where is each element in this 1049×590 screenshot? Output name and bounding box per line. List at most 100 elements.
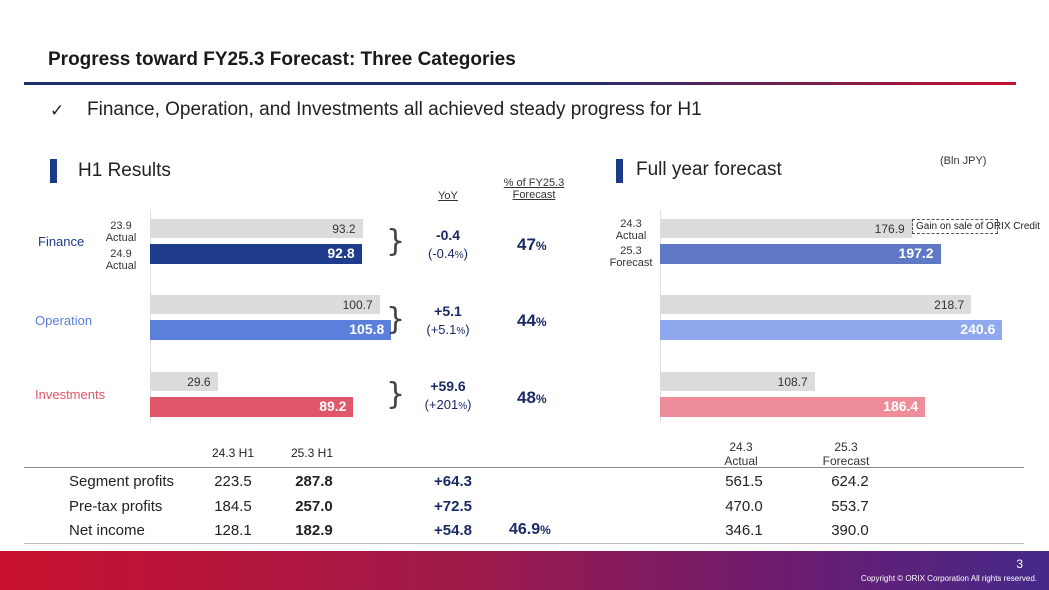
h1-prev-period-label: 23.9 Actual xyxy=(100,220,142,244)
h1-bar-operation-current: 105.8 xyxy=(150,320,392,340)
table-head-fy-cur-kind: Forecast xyxy=(822,454,870,468)
category-label-investments: Investments xyxy=(35,387,106,402)
yoy-header: YoY xyxy=(438,190,458,202)
h1-section-title: H1 Results xyxy=(78,160,171,181)
yoy-operation: +5.1 xyxy=(434,303,462,319)
net-income-pct-value: 46.9 xyxy=(509,521,541,538)
fy-bar-investments-prior: 108.7 xyxy=(660,372,815,391)
h1-bar-value-label: 93.2 xyxy=(332,222,356,236)
yoy-pct-finance: (-0.4%) xyxy=(428,246,468,261)
pct-forecast-finance: 47% xyxy=(517,235,547,254)
h1-axis-line xyxy=(150,210,151,422)
fy-bar-finance-current: 197.2 xyxy=(660,244,941,264)
pct-forecast-header-text: % of FY25.3 Forecast xyxy=(503,177,565,201)
h1-bar-investments-current: 89.2 xyxy=(150,397,354,417)
table-cell-yoy: +72.5 xyxy=(434,498,472,515)
fy-bar-value-label: 197.2 xyxy=(898,245,934,261)
pct-forecast-operation: 44% xyxy=(517,311,547,330)
h1-cur-kind: Actual xyxy=(105,260,137,272)
pct-forecast-investments-value: 48 xyxy=(517,388,536,407)
copyright: Copyright © ORIX Corporation All rights … xyxy=(860,574,1037,583)
check-icon: ✓ xyxy=(50,101,65,120)
fy-bar-chart: 176.9 197.2 218.7 240.6 108.7 186.4 xyxy=(660,210,1020,430)
table-cell-yoy: +64.3 xyxy=(434,473,472,490)
brace-operation: } xyxy=(386,302,406,337)
table-cell: 470.0 xyxy=(725,498,763,515)
category-label-operation: Operation xyxy=(35,313,93,328)
h1-bar-investments-prior: 29.6 xyxy=(150,372,218,391)
category-label-finance: Finance xyxy=(38,234,85,249)
h1-bar-value-label: 92.8 xyxy=(327,245,355,261)
h1-bar-chart: 93.2 92.8 100.7 105.8 29.6 89.2 xyxy=(150,210,410,430)
table-cell: 553.7 xyxy=(831,498,869,515)
fy-bar-investments-current: 186.4 xyxy=(660,397,926,417)
h1-bar-operation-prior: 100.7 xyxy=(150,295,380,314)
yoy-finance: -0.4 xyxy=(435,227,461,243)
net-income-pct-forecast: 46.9% xyxy=(509,521,551,538)
table-cell: 182.9 xyxy=(295,522,333,539)
fy-prev-period-label: 24.3 Actual xyxy=(606,218,656,242)
table-cell-yoy: +54.8 xyxy=(434,522,472,539)
h1-bar-finance-prior: 93.2 xyxy=(150,219,363,238)
h1-prev-year: 23.9 xyxy=(110,220,132,232)
h1-cur-year: 24.9 xyxy=(110,248,132,260)
table-cell: 184.5 xyxy=(214,498,252,515)
pct-forecast-finance-value: 47 xyxy=(517,235,536,254)
pct-forecast-operation-value: 44 xyxy=(517,311,536,330)
pct-forecast-header: % of FY25.3 Forecast xyxy=(496,177,572,201)
gain-annotation: Gain on sale of ORIX Credit xyxy=(912,219,1040,234)
table-head-fy-cur: 25.3 Forecast xyxy=(816,440,876,468)
table-head-fy-prev-year: 24.3 xyxy=(729,440,753,454)
pct-forecast-investments: 48% xyxy=(517,388,547,407)
brace-finance: } xyxy=(386,224,406,259)
section-marker xyxy=(616,159,623,183)
table-head-fy-cur-year: 25.3 xyxy=(834,440,858,454)
fy-prev-year: 24.3 xyxy=(620,218,642,230)
table-cell: 223.5 xyxy=(214,473,252,490)
fy-cur-year: 25.3 xyxy=(620,245,642,257)
h1-bar-value-label: 105.8 xyxy=(349,321,385,337)
table-cell: 346.1 xyxy=(725,522,763,539)
fy-bar-operation-current: 240.6 xyxy=(660,320,1003,340)
yoy-pct-investments-value: (+201 xyxy=(424,397,459,412)
fy-cur-kind: Forecast xyxy=(609,257,653,269)
fy-section-title: Full year forecast xyxy=(636,159,782,180)
fy-bar-operation-prior: 218.7 xyxy=(660,295,972,314)
h1-bar-finance-current: 92.8 xyxy=(150,244,362,264)
h1-bar-value-label: 100.7 xyxy=(342,298,373,312)
summary-bullet: Finance, Operation, and Investments all … xyxy=(87,99,702,120)
fy-axis-line xyxy=(660,210,661,422)
h1-bar-value-label: 29.6 xyxy=(187,375,211,389)
table-cell: 257.0 xyxy=(295,498,333,515)
yoy-pct-operation-value: (+5.1 xyxy=(426,322,457,337)
fy-bar-value-label: 240.6 xyxy=(960,321,996,337)
fy-bar-value-label: 108.7 xyxy=(777,375,808,389)
table-bottom-rule xyxy=(24,543,1024,544)
yoy-pct-operation: (+5.1%) xyxy=(426,322,470,337)
page-number: 3 xyxy=(1016,557,1023,571)
title-rule xyxy=(24,82,1016,85)
table-cell: 561.5 xyxy=(725,473,763,490)
table-head-h1-prev: 24.3 H1 xyxy=(211,446,255,460)
fy-bar-value-label: 186.4 xyxy=(883,398,919,414)
h1-cur-period-label: 24.9 Actual xyxy=(100,248,142,272)
brace-investments: } xyxy=(386,377,406,412)
page-title: Progress toward FY25.3 Forecast: Three C… xyxy=(48,49,516,70)
yoy-pct-finance-value: (-0.4 xyxy=(428,246,455,261)
fy-bar-finance-prior: 176.9 xyxy=(660,219,912,238)
table-head-h1-cur: 25.3 H1 xyxy=(290,446,334,460)
table-cell: 624.2 xyxy=(831,473,869,490)
table-head-fy-prev: 24.3 Actual xyxy=(711,440,771,468)
table-cell: 390.0 xyxy=(831,522,869,539)
fy-bar-value-label: 176.9 xyxy=(874,222,905,236)
table-head-fy-prev-kind: Actual xyxy=(724,454,758,468)
footer-band xyxy=(0,551,1049,590)
fy-bar-value-label: 218.7 xyxy=(934,298,965,312)
unit-label: (Bln JPY) xyxy=(940,155,987,167)
table-cell: 287.8 xyxy=(295,473,333,490)
fy-prev-kind: Actual xyxy=(615,230,647,242)
table-row-label: Segment profits xyxy=(69,473,175,490)
h1-bar-value-label: 89.2 xyxy=(319,398,347,414)
table-cell: 128.1 xyxy=(214,522,252,539)
table-top-rule xyxy=(24,467,1024,468)
